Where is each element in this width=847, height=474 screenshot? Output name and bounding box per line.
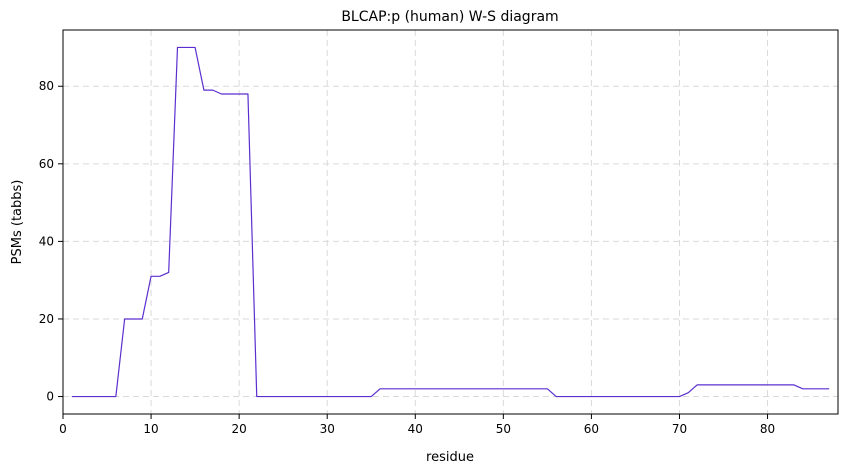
x-tick-label: 70 xyxy=(672,422,687,436)
y-tick-label: 60 xyxy=(39,157,54,171)
x-tick-label: 40 xyxy=(408,422,423,436)
y-axis: 0 20 40 60 80 xyxy=(39,79,63,404)
y-tick-label: 0 xyxy=(46,390,54,404)
x-tick-label: 60 xyxy=(584,422,599,436)
x-tick-label: 50 xyxy=(496,422,511,436)
x-tick-label: 10 xyxy=(143,422,158,436)
x-axis: 0 10 20 30 40 50 60 70 80 xyxy=(59,414,775,436)
chart-title: BLCAP:p (human) W-S diagram xyxy=(341,9,558,25)
series-line xyxy=(71,46,830,398)
y-tick-label: 40 xyxy=(39,234,54,248)
series-layer xyxy=(71,46,830,398)
x-tick-label: 20 xyxy=(231,422,246,436)
y-axis-label: PSMs (tabbs) xyxy=(10,180,25,265)
plot-frame xyxy=(62,29,839,415)
x-axis-label: residue xyxy=(426,450,474,465)
x-tick-label: 0 xyxy=(59,422,67,436)
x-tick-label: 30 xyxy=(320,422,335,436)
y-tick-label: 20 xyxy=(39,312,54,326)
grid-lines xyxy=(63,30,838,414)
x-tick-label: 80 xyxy=(760,422,775,436)
y-tick-label: 80 xyxy=(39,79,54,93)
